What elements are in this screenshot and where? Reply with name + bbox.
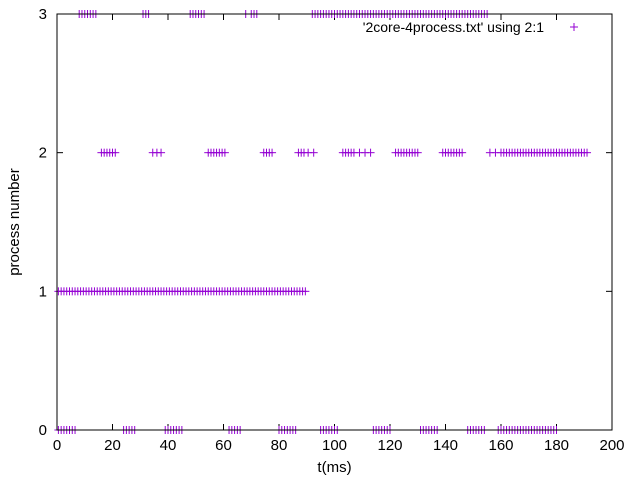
x-tick-label: 200 — [599, 437, 624, 454]
x-tick-label: 60 — [215, 437, 232, 454]
data-point — [413, 148, 422, 157]
data-point — [157, 148, 166, 157]
data-point — [301, 287, 310, 296]
x-tick-label: 140 — [433, 437, 458, 454]
data-point — [111, 148, 120, 157]
data-points — [54, 10, 592, 434]
legend-label: '2core-4process.txt' using 2:1 — [363, 19, 544, 35]
data-point — [458, 148, 467, 157]
legend: '2core-4process.txt' using 2:1 — [363, 19, 578, 35]
tick-labels: 0 20 40 60 80 100 120 140 160 180 200 0 1 2 3 — [39, 6, 625, 454]
data-point — [220, 148, 229, 157]
x-tick-label: 160 — [488, 437, 513, 454]
x-tick-label: 100 — [322, 437, 347, 454]
data-point — [268, 148, 277, 157]
y-tick-label: 2 — [39, 145, 47, 162]
data-point — [309, 148, 318, 157]
x-tick-label: 180 — [544, 437, 569, 454]
x-tick-label: 120 — [377, 437, 402, 454]
y-tick-label: 3 — [39, 6, 47, 23]
x-tick-label: 0 — [53, 437, 61, 454]
legend-marker — [570, 23, 578, 31]
data-point — [583, 148, 592, 157]
x-axis-label: t(ms) — [317, 459, 351, 476]
plot-frame — [56, 13, 613, 431]
axis-ticks — [56, 13, 613, 431]
y-tick-label: 0 — [39, 422, 47, 439]
y-axis-label: process number — [6, 168, 23, 276]
x-tick-label: 40 — [160, 437, 177, 454]
legend-plus-marker — [570, 23, 578, 31]
y-tick-label: 1 — [39, 283, 47, 300]
x-tick-label: 80 — [271, 437, 288, 454]
data-point — [366, 148, 375, 157]
x-tick-label: 20 — [104, 437, 121, 454]
